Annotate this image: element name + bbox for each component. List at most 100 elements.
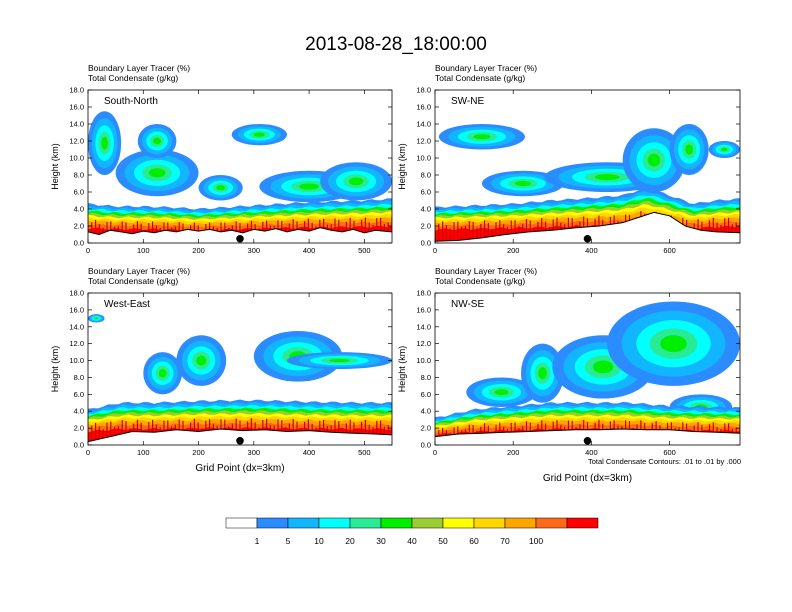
x-axis-label: Grid Point (dx=3km) — [543, 473, 632, 484]
y-tick-label: 18.0 — [69, 289, 84, 298]
cloud-mark — [685, 144, 694, 155]
legend-level-label: 60 — [469, 536, 479, 546]
cloud-mark — [592, 360, 614, 374]
station-marker — [583, 234, 592, 243]
x-tick-label: 500 — [358, 246, 371, 255]
y-tick-label: 14.0 — [416, 322, 431, 331]
cloud-mark — [153, 137, 161, 145]
y-tick-label: 12.0 — [416, 137, 431, 146]
x-tick-label: 0 — [433, 448, 437, 457]
y-tick-label: 6.0 — [74, 188, 84, 197]
plot-area — [88, 293, 392, 445]
y-tick-label: 8.0 — [421, 373, 431, 382]
y-axis-label: Height (km) — [397, 143, 407, 190]
plot-frame — [87, 292, 393, 446]
plot-frame — [434, 292, 741, 446]
cloud-mark — [647, 153, 661, 167]
y-axis-label: Height (km) — [397, 346, 407, 393]
legend-swatch — [535, 517, 568, 529]
cloud-mark — [253, 132, 265, 137]
panel-subtitle: Total Condensate (g/kg) — [88, 73, 178, 83]
legend-swatch — [473, 517, 506, 529]
y-tick-label: 0.0 — [74, 239, 84, 248]
y-tick-label: 4.0 — [74, 407, 84, 416]
y-tick-label: 18.0 — [69, 86, 84, 95]
y-tick-label: 10.0 — [416, 356, 431, 365]
panel-label: NW-SE — [451, 299, 484, 310]
panel-subtitle: Boundary Layer Tracer (%) — [435, 63, 537, 73]
cloud-mark — [538, 367, 547, 380]
y-tick-label: 8.0 — [74, 373, 84, 382]
cloud-mark — [216, 185, 226, 191]
x-tick-label: 200 — [507, 448, 520, 457]
cloud-mark — [594, 174, 620, 181]
cloud-mark — [299, 183, 320, 190]
y-tick-label: 0.0 — [421, 239, 431, 248]
plot-frame — [87, 89, 393, 244]
y-tick-label: 18.0 — [416, 289, 431, 298]
terrain-line — [435, 211, 740, 242]
panel-label: South-North — [104, 96, 158, 107]
y-tick-label: 16.0 — [69, 103, 84, 112]
cloud-mark — [328, 358, 350, 363]
y-tick-label: 0.0 — [74, 441, 84, 450]
x-tick-label: 600 — [663, 246, 676, 255]
y-tick-label: 10.0 — [69, 356, 84, 365]
legend-swatch — [504, 517, 537, 529]
panel-subtitle: Total Condensate (g/kg) — [435, 73, 525, 83]
panel-sw-ne: Boundary Layer Tracer (%)Total Condensat… — [397, 63, 741, 255]
plot-frame — [434, 89, 741, 244]
y-axis-label: Height (km) — [50, 346, 60, 393]
x-tick-label: 300 — [248, 448, 261, 457]
cloud-mark — [514, 180, 532, 187]
x-tick-label: 0 — [86, 246, 90, 255]
y-tick-label: 6.0 — [74, 390, 84, 399]
x-tick-label: 0 — [86, 448, 90, 457]
x-tick-label: 300 — [248, 246, 261, 255]
legend-swatch — [411, 517, 444, 529]
y-tick-label: 12.0 — [416, 339, 431, 348]
x-tick-label: 500 — [358, 448, 371, 457]
x-tick-label: 0 — [433, 246, 437, 255]
x-tick-label: 400 — [585, 246, 598, 255]
y-tick-label: 12.0 — [69, 137, 84, 146]
legend-level-label: 20 — [345, 536, 355, 546]
panel-label: West-East — [104, 299, 150, 310]
legend-swatch — [442, 517, 475, 529]
station-marker — [583, 436, 592, 445]
y-tick-label: 8.0 — [74, 171, 84, 180]
y-tick-label: 0.0 — [421, 441, 431, 450]
cloud-mark — [101, 136, 108, 150]
legend-level-label: 5 — [286, 536, 291, 546]
y-tick-label: 6.0 — [421, 390, 431, 399]
panel-nw-se: Boundary Layer Tracer (%)Total Condensat… — [397, 266, 741, 484]
panel-subtitle: Boundary Layer Tracer (%) — [88, 266, 190, 276]
y-tick-label: 14.0 — [69, 322, 84, 331]
cloud-mark — [348, 177, 364, 186]
x-tick-label: 200 — [192, 246, 205, 255]
y-tick-label: 10.0 — [416, 154, 431, 163]
legend-level-label: 100 — [529, 536, 543, 546]
y-tick-label: 10.0 — [69, 154, 84, 163]
cloud-mark — [494, 389, 509, 396]
legend-level-label: 50 — [438, 536, 448, 546]
x-tick-label: 200 — [192, 448, 205, 457]
cloud-mark — [721, 147, 728, 152]
station-marker — [236, 436, 244, 445]
panel-west-east: Boundary Layer Tracer (%)Total Condensat… — [50, 266, 393, 474]
y-tick-label: 12.0 — [69, 339, 84, 348]
panel-label: SW-NE — [451, 96, 484, 107]
legend-swatch — [566, 517, 599, 529]
y-tick-label: 2.0 — [421, 222, 431, 231]
x-tick-label: 100 — [137, 448, 150, 457]
y-tick-label: 8.0 — [421, 171, 431, 180]
y-axis-label: Height (km) — [50, 143, 60, 190]
y-tick-label: 6.0 — [421, 188, 431, 197]
y-tick-label: 16.0 — [69, 305, 84, 314]
legend-level-label: 70 — [500, 536, 510, 546]
plot-area — [435, 293, 740, 445]
legend-level-label: 30 — [376, 536, 386, 546]
legend-swatch — [287, 517, 320, 529]
station-marker — [236, 234, 244, 243]
